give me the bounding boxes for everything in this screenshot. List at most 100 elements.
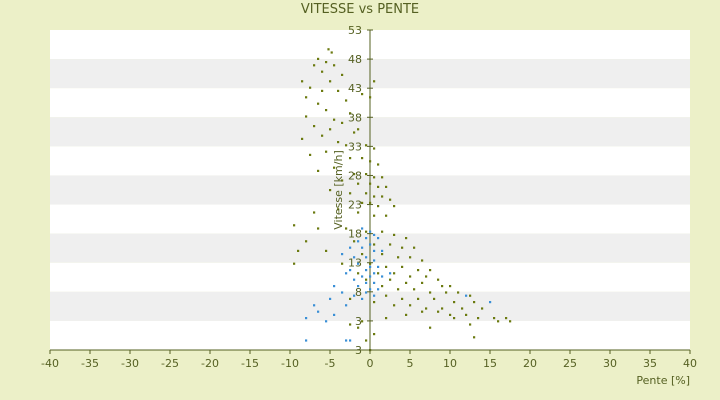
data-point [409,275,412,278]
y-tick-label: 43 [348,82,362,95]
data-point [357,240,360,243]
x-axis-title: Pente [%] [636,374,690,387]
data-point [329,297,332,300]
data-point [325,150,328,153]
data-point [345,99,348,102]
data-point [373,294,376,297]
y-tick-label: 48 [348,53,362,66]
data-point [361,275,364,278]
data-point [389,272,392,275]
data-point [369,96,372,99]
data-point [377,288,380,291]
x-tick-label: 20 [523,357,537,370]
data-point [393,304,396,307]
x-tick-label: 35 [643,357,657,370]
data-point [373,249,376,252]
data-point [437,310,440,313]
data-point [469,323,472,326]
data-point [293,262,296,265]
data-point [373,233,376,236]
data-point [381,176,384,179]
x-tick-label: -10 [281,357,299,370]
x-tick-label: -30 [121,357,139,370]
y-tick-label: 28 [348,169,362,182]
data-point [381,275,384,278]
data-point [365,230,368,233]
data-point [330,51,333,54]
data-point [365,281,368,284]
data-point [381,285,384,288]
data-point [369,182,372,185]
x-tick-label: 10 [443,357,457,370]
data-point [313,125,316,128]
data-point [361,157,364,160]
y-tick-label: 18 [348,228,362,241]
data-point [357,262,360,265]
data-point [309,153,312,156]
data-point [429,326,432,329]
data-point [373,301,376,304]
data-point [317,57,320,60]
data-point [349,323,352,326]
data-point [461,307,464,310]
data-point [377,237,380,240]
data-point [361,253,364,256]
data-point [329,128,332,131]
data-point [349,269,352,272]
data-point [321,134,324,137]
data-point [369,262,372,265]
data-point [325,249,328,252]
y-tick-label: 33 [348,140,362,153]
data-point [373,147,376,150]
data-point [333,166,336,169]
data-point [327,48,330,51]
data-point [377,163,380,166]
data-point [441,307,444,310]
data-point [441,285,444,288]
data-point [369,243,372,246]
data-point [385,294,388,297]
data-point [305,339,308,342]
data-point [309,86,312,89]
y-tick-label: 38 [348,111,362,124]
data-point [453,317,456,320]
data-point [397,288,400,291]
x-tick-labels: -40 -35 -30 -25 -20 -15 -10 -5 0 5 10 15 20 25 30 35 40 [41,350,697,370]
data-point [385,214,388,217]
x-tick-label: -40 [41,357,59,370]
data-point [397,256,400,259]
data-point [497,320,500,323]
data-point [317,169,320,172]
data-point [381,195,384,198]
data-point [405,237,408,240]
data-point [381,253,384,256]
data-point [373,333,376,336]
data-point [349,157,352,160]
data-point [457,291,460,294]
data-point [337,208,340,211]
data-point [357,272,360,275]
chart-title: VITESSE vs PENTE [300,2,420,17]
data-point [373,80,376,83]
data-point [369,230,372,233]
data-point [413,288,416,291]
x-tick-label: -25 [161,357,179,370]
data-point [301,137,304,140]
y-tick-label: 8 [355,286,362,299]
data-point [505,317,508,320]
data-point [449,285,452,288]
data-point [365,339,368,342]
data-point [389,198,392,201]
data-point [361,201,364,204]
data-point [445,291,448,294]
y-tick-label: 3 [355,315,362,328]
data-point [353,131,356,134]
data-point [349,192,352,195]
data-point [409,304,412,307]
data-point [477,317,480,320]
data-point [429,269,432,272]
data-point [349,339,352,342]
data-point [357,285,360,288]
